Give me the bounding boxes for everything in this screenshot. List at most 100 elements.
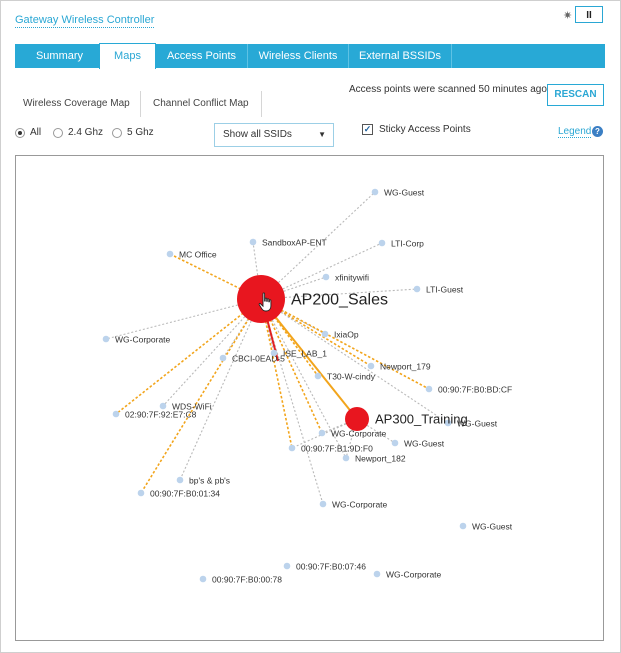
access-point-ap200 <box>237 275 285 323</box>
access-point-label-ap300: AP300_Training <box>375 412 468 427</box>
ssid-node-label-n3: LTI-Corp <box>391 239 424 249</box>
ssid-node-label-n18: WG-Guest <box>404 439 445 449</box>
ssid-node-label-n8: WG-Corporate <box>115 335 171 345</box>
map-link-ap300-n20 <box>345 418 358 459</box>
tab-summary[interactable]: Summary <box>15 44 105 68</box>
help-icon[interactable]: ? <box>592 126 603 137</box>
ssid-node-dot-n17 <box>318 429 326 437</box>
ssid-node-label-n20: Newport_182 <box>355 454 406 464</box>
tab-access-points[interactable]: Access Points <box>156 44 248 68</box>
ssid-node-dot-n4 <box>166 250 174 258</box>
ssid-node-dot-n11 <box>367 362 375 370</box>
tab-maps[interactable]: Maps <box>99 43 156 69</box>
sticky-checkbox[interactable]: ✓ <box>362 124 373 135</box>
ssid-node-dot-n2 <box>249 238 257 246</box>
map-link-ap200-n19 <box>260 298 293 449</box>
access-point-ap300 <box>345 407 369 431</box>
ssid-node-dot-n20 <box>342 454 350 462</box>
map-link-ap200-n21 <box>179 298 262 481</box>
sticky-label: Sticky Access Points <box>379 124 471 135</box>
ssid-node-label-n9: CBCI-0EAD-5 <box>232 354 285 364</box>
map-link-ap200-n8 <box>105 298 262 340</box>
hand-cursor-icon <box>258 292 272 312</box>
ssid-node-label-n23: WG-Corporate <box>332 500 388 510</box>
ssid-node-dot-n6 <box>413 285 421 293</box>
ssid-node-dot-n1 <box>371 188 379 196</box>
ssid-node-label-n17: WG-Corporate <box>331 429 387 439</box>
legend-link[interactable]: Legend <box>558 126 592 138</box>
ssid-node-label-n13: 00:90:7F:B0:BD:CF <box>438 385 512 395</box>
ssid-node-dot-n12 <box>314 372 322 380</box>
band-option-5ghz[interactable]: 5 Ghz <box>112 127 154 138</box>
ssid-filter-select[interactable]: Show all SSIDs ▼ <box>214 123 334 147</box>
map-link-ap200-n5 <box>260 276 327 300</box>
radio-all[interactable] <box>15 127 25 138</box>
ssid-node-dot-n9 <box>219 354 227 362</box>
ssid-node-dot-n5 <box>322 273 330 281</box>
ssid-node-dot-n23 <box>319 500 327 508</box>
app-title[interactable]: Gateway Wireless Controller <box>15 14 155 28</box>
radio-2-4ghz[interactable] <box>53 127 63 138</box>
ssid-node-label-n7: IxiaOp <box>334 330 359 340</box>
ssid-node-dot-n22 <box>137 489 145 497</box>
ssid-node-dot-n15 <box>112 410 120 418</box>
map-link-ap200-n13 <box>260 298 430 390</box>
ssid-node-dot-n3 <box>378 239 386 247</box>
chevron-down-icon: ▼ <box>318 130 326 139</box>
ssid-node-label-n10: ISE_LAB_1 <box>283 349 327 359</box>
map-link-ap200-n15 <box>115 298 262 415</box>
ssid-node-dot-n18 <box>391 439 399 447</box>
ssid-node-dot-n25 <box>283 562 291 570</box>
ssid-node-label-n21: bp's & pb's <box>189 476 230 486</box>
map-canvas[interactable]: WG-Guest SandboxAP-ENT LTI-Corp MC Office xf… <box>16 156 603 640</box>
ssid-node-dot-n16 <box>444 419 452 427</box>
ssid-node-label-n1: WG-Guest <box>384 188 425 198</box>
ssid-node-dot-n10 <box>270 349 278 357</box>
ssid-node-label-n22: 00:90:7F:B0:01:34 <box>150 489 220 499</box>
map-link-ap200-n22 <box>140 298 262 494</box>
map-link-ap200-n11 <box>260 298 372 367</box>
ssid-node-dot-n8 <box>102 335 110 343</box>
access-point-label-ap200: AP200_Sales <box>291 292 388 309</box>
band-option-all[interactable]: All <box>15 127 41 138</box>
map-link-ap200-n4 <box>169 253 262 300</box>
ssid-node-dot-n7 <box>321 330 329 338</box>
main-tabs: Summary Maps Access Points Wireless Clie… <box>15 43 605 69</box>
ssid-node-dot-n24 <box>459 522 467 530</box>
sticky-access-points-option[interactable]: ✓ Sticky Access Points <box>362 124 471 135</box>
ssid-node-label-n26: 00:90:7F:B0:00:78 <box>212 575 282 585</box>
ssid-node-label-n19: 00:90:7F:B1:9D:F0 <box>301 444 373 454</box>
ssid-node-dot-n13 <box>425 385 433 393</box>
ssid-node-dot-n14 <box>159 402 167 410</box>
ssid-node-label-n25: 00:90:7F:B0:07:46 <box>296 562 366 572</box>
ssid-node-label-n15: 02:90:7F:92:E7:C8 <box>125 410 197 420</box>
tab-wireless-clients[interactable]: Wireless Clients <box>248 44 349 68</box>
tab-external-bssids[interactable]: External BSSIDs <box>349 44 452 68</box>
rescan-button[interactable]: RESCAN <box>547 84 604 106</box>
ssid-node-label-n27: WG-Corporate <box>386 570 442 580</box>
loading-spinner-icon: ✷ <box>563 10 573 22</box>
ssid-node-label-n2: SandboxAP-ENT <box>262 238 327 248</box>
band-label-5ghz: 5 Ghz <box>127 127 154 138</box>
map-link-ap200-n14 <box>162 298 262 407</box>
ssid-node-label-n11: Newport_179 <box>380 362 431 372</box>
map-link-ap300-n18 <box>356 418 396 444</box>
channel-conflict-map[interactable]: WG-Guest SandboxAP-ENT LTI-Corp MC Office xf… <box>15 155 604 641</box>
ssid-node-label-n6: LTI-Guest <box>426 285 464 295</box>
ssid-node-label-n24: WG-Guest <box>472 522 513 532</box>
band-label-all: All <box>30 127 42 138</box>
radio-5ghz[interactable] <box>112 127 122 138</box>
ssid-node-label-n16: WG-Guest <box>457 419 498 429</box>
ssid-select-value: Show all SSIDs <box>223 129 292 140</box>
ssid-node-dot-n26 <box>199 575 207 583</box>
scan-status-text: Access points were scanned 50 minutes ag… <box>349 84 547 95</box>
band-option-2-4ghz[interactable]: 2.4 Ghz <box>53 127 103 138</box>
pause-button[interactable]: II <box>575 6 603 23</box>
subtab-wireless-coverage-map[interactable]: Wireless Coverage Map <box>23 98 130 109</box>
ssid-node-label-n5: xfinitywifi <box>335 273 369 283</box>
map-link-ap200-n16 <box>260 298 449 424</box>
map-link-ap200-ap300 <box>260 298 358 420</box>
ssid-node-label-n14: WDS-WiFi <box>172 402 212 412</box>
subtab-channel-conflict-map[interactable]: Channel Conflict Map <box>140 91 262 117</box>
ssid-node-dot-n19 <box>288 444 296 452</box>
